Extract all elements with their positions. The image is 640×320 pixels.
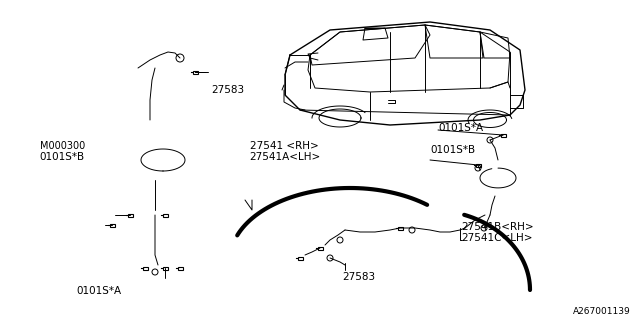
Text: 27541C<LH>: 27541C<LH> [461,233,532,244]
Bar [476,164,481,166]
Bar [109,223,115,227]
Text: 0101S*A: 0101S*A [438,123,484,133]
Bar [127,213,132,217]
Bar [298,257,303,260]
Text: M000300: M000300 [40,140,85,151]
Text: A267001139: A267001139 [573,308,630,316]
Bar [143,267,147,269]
Bar [500,133,506,137]
Text: 0101S*B: 0101S*B [430,145,476,156]
Text: 0101S*A: 0101S*A [77,286,122,296]
Text: 27541B<RH>: 27541B<RH> [461,222,533,232]
Text: 27583: 27583 [342,272,376,282]
Bar [163,267,168,269]
Text: 27583: 27583 [211,84,244,95]
Bar [317,246,323,250]
Text: 27541A<LH>: 27541A<LH> [250,152,321,162]
Bar [163,213,168,217]
Text: 27541 <RH>: 27541 <RH> [250,140,318,151]
Bar [193,70,198,74]
Bar [177,267,182,269]
Bar [397,227,403,229]
Text: 0101S*B: 0101S*B [40,152,85,162]
